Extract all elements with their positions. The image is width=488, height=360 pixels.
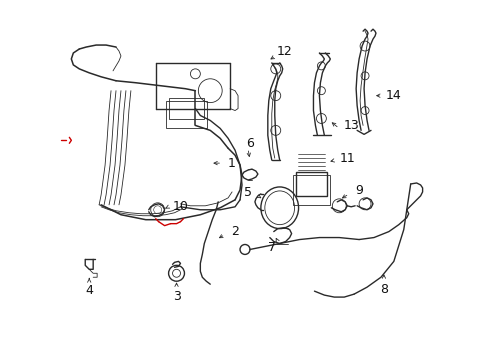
Text: 6: 6	[245, 137, 253, 150]
Text: 13: 13	[343, 119, 358, 132]
Text: 4: 4	[85, 284, 93, 297]
Text: 10: 10	[172, 200, 188, 213]
Text: 2: 2	[231, 225, 239, 238]
Text: 3: 3	[172, 289, 180, 303]
Text: 1: 1	[228, 157, 236, 170]
Text: 11: 11	[339, 152, 354, 165]
Text: 5: 5	[244, 186, 251, 199]
Text: 7: 7	[267, 241, 275, 254]
Text: 12: 12	[276, 45, 292, 58]
Text: 8: 8	[379, 283, 387, 296]
Text: 9: 9	[354, 184, 362, 197]
Text: 14: 14	[385, 89, 401, 102]
